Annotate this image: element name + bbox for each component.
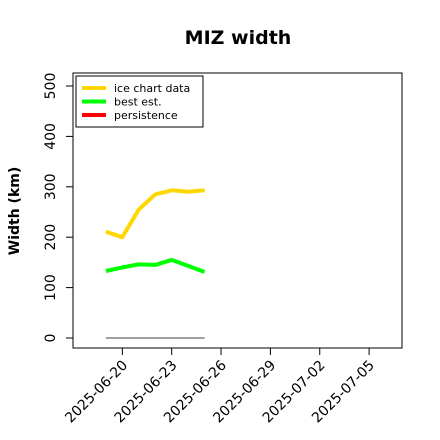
legend-label: persistence	[114, 109, 178, 122]
y-tick-label: 200	[43, 224, 59, 251]
legend-label: ice chart data	[114, 82, 190, 95]
y-tick-label: 500	[43, 73, 59, 100]
plot-frame	[72, 72, 403, 349]
legend-label: best est.	[114, 96, 162, 109]
y-tick-label: 400	[43, 123, 59, 150]
y-tick-label: 300	[43, 173, 59, 200]
x-axis: 2025-06-202025-06-232025-06-262025-06-29…	[62, 348, 378, 426]
y-tick-label: 100	[43, 274, 59, 301]
y-tick-label: 0	[43, 334, 59, 343]
series-line-best-est	[105, 257, 206, 274]
y-axis: 0 100 200 300 400 500	[43, 73, 73, 343]
chart-title: MIZ width	[185, 27, 292, 49]
y-axis-label: Width (km)	[7, 167, 23, 256]
series-line-ice-chart-data	[105, 188, 205, 240]
series-group	[105, 188, 206, 339]
